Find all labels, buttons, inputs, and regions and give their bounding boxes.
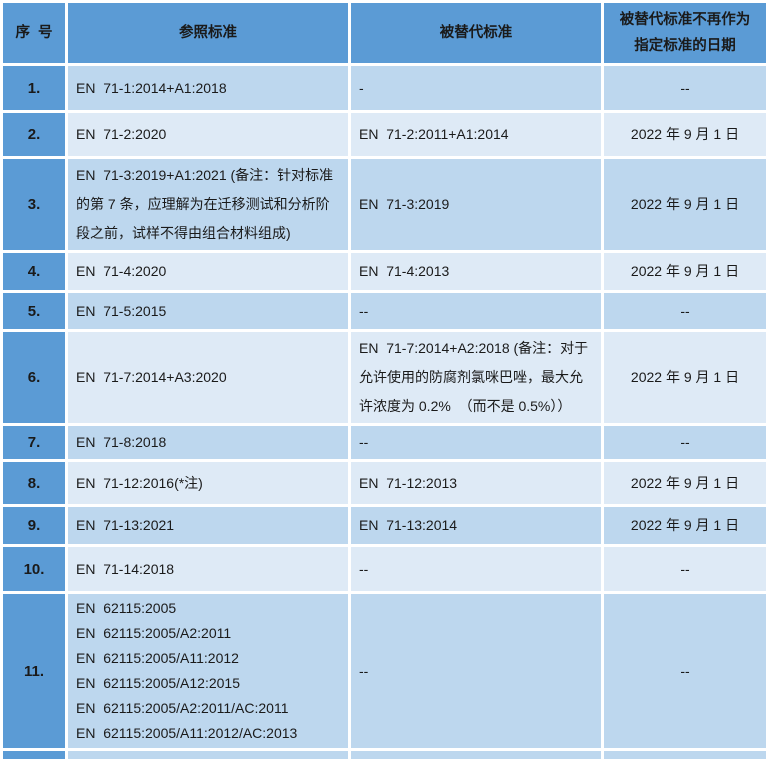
date-cell: --: [604, 66, 766, 110]
table-header-row: 序 号 参照标准 被替代标准 被替代标准不再作为 指定标准的日期: [3, 3, 766, 63]
date-cell: --: [604, 547, 766, 591]
row-number-cell: 4.: [3, 253, 65, 290]
replaced-standard-cell: --: [351, 293, 601, 329]
replaced-standard-cell: --: [351, 547, 601, 591]
date-cell-partial: [604, 751, 766, 759]
date-cell: 2022 年 9 月 1 日: [604, 462, 766, 504]
replaced-standard-cell: EN 71-2:2011+A1:2014: [351, 113, 601, 156]
replaced-standard-cell: --: [351, 594, 601, 748]
table-row: 5. EN 71-5:2015 -- --: [3, 293, 766, 329]
row-number-cell: 6.: [3, 332, 65, 423]
table-row: 8. EN 71-12:2016(*注) EN 71-12:2013 2022 年 9…: [3, 462, 766, 504]
date-cell: --: [604, 293, 766, 329]
row-number-cell-partial: [3, 751, 65, 759]
reference-standard-cell: EN 71-4:2020: [68, 253, 348, 290]
replaced-standard-cell: --: [351, 426, 601, 459]
row-number-cell: 11.: [3, 594, 65, 748]
table-row: 2. EN 71-2:2020 EN 71-2:2011+A1:2014 2022 年…: [3, 113, 766, 156]
table-row: 6. EN 71-7:2014+A3:2020 EN 71-7:2014+A2:20…: [3, 332, 766, 423]
header-replacement-date: 被替代标准不再作为 指定标准的日期: [604, 3, 766, 63]
row-number-cell: 2.: [3, 113, 65, 156]
replaced-standard-cell: EN 71-3:2019: [351, 159, 601, 250]
table-row: 11. EN 62115:2005 EN 62115:2005/A2:2011 E…: [3, 594, 766, 748]
replaced-standard-cell: EN 71-13:2014: [351, 507, 601, 544]
reference-standard-cell: EN 71-12:2016(*注): [68, 462, 348, 504]
table-row: 3. EN 71-3:2019+A1:2021 (备注：针对标准的第 7 条，应理…: [3, 159, 766, 250]
table-row: 4. EN 71-4:2020 EN 71-4:2013 2022 年 9 月 1 日: [3, 253, 766, 290]
replaced-standard-cell-partial: [351, 751, 601, 759]
reference-standard-cell: EN 71-7:2014+A3:2020: [68, 332, 348, 423]
date-cell: 2022 年 9 月 1 日: [604, 159, 766, 250]
row-number-cell: 10.: [3, 547, 65, 591]
row-number-cell: 3.: [3, 159, 65, 250]
replaced-standard-cell: EN 71-7:2014+A2:2018 (备注：对于允许使用的防腐剂氯咪巴唑，…: [351, 332, 601, 423]
row-number-cell: 1.: [3, 66, 65, 110]
reference-standard-cell: EN 71-1:2014+A1:2018: [68, 66, 348, 110]
header-reference-standard: 参照标准: [68, 3, 348, 63]
date-cell: --: [604, 426, 766, 459]
row-number-cell: 9.: [3, 507, 65, 544]
date-cell: 2022 年 9 月 1 日: [604, 507, 766, 544]
reference-standard-cell: EN 71-2:2020: [68, 113, 348, 156]
replaced-standard-cell: -: [351, 66, 601, 110]
reference-standard-cell: EN 71-14:2018: [68, 547, 348, 591]
reference-standard-cell: EN 71-5:2015: [68, 293, 348, 329]
reference-standard-cell: EN 62115:2005 EN 62115:2005/A2:2011 EN 6…: [68, 594, 348, 748]
table-row: 1. EN 71-1:2014+A1:2018- --: [3, 66, 766, 110]
row-number-cell: 8.: [3, 462, 65, 504]
reference-standard-cell: EN 71-8:2018: [68, 426, 348, 459]
header-replaced-standard: 被替代标准: [351, 3, 601, 63]
table-row: 9. EN 71-13:2021 EN 71-13:2014 2022 年 9 月 1…: [3, 507, 766, 544]
date-cell: --: [604, 594, 766, 748]
header-serial-number: 序 号: [3, 3, 65, 63]
table-row: 7. EN 71-8:2018 -- --: [3, 426, 766, 459]
date-cell: 2022 年 9 月 1 日: [604, 332, 766, 423]
reference-standard-cell: EN 71-3:2019+A1:2021 (备注：针对标准的第 7 条，应理解为…: [68, 159, 348, 250]
reference-standard-cell-partial: [68, 751, 348, 759]
row-number-cell: 7.: [3, 426, 65, 459]
replaced-standard-cell: EN 71-4:2013: [351, 253, 601, 290]
table-row: 10. EN 71-14:2018 -- --: [3, 547, 766, 591]
date-cell: 2022 年 9 月 1 日: [604, 113, 766, 156]
row-number-cell: 5.: [3, 293, 65, 329]
table-body: 1. EN 71-1:2014+A1:2018- -- 2. EN 71-2:2020 E…: [3, 66, 766, 759]
date-cell: 2022 年 9 月 1 日: [604, 253, 766, 290]
reference-standard-cell: EN 71-13:2021: [68, 507, 348, 544]
partial-row: [3, 751, 766, 759]
replaced-standard-cell: EN 71-12:2013: [351, 462, 601, 504]
